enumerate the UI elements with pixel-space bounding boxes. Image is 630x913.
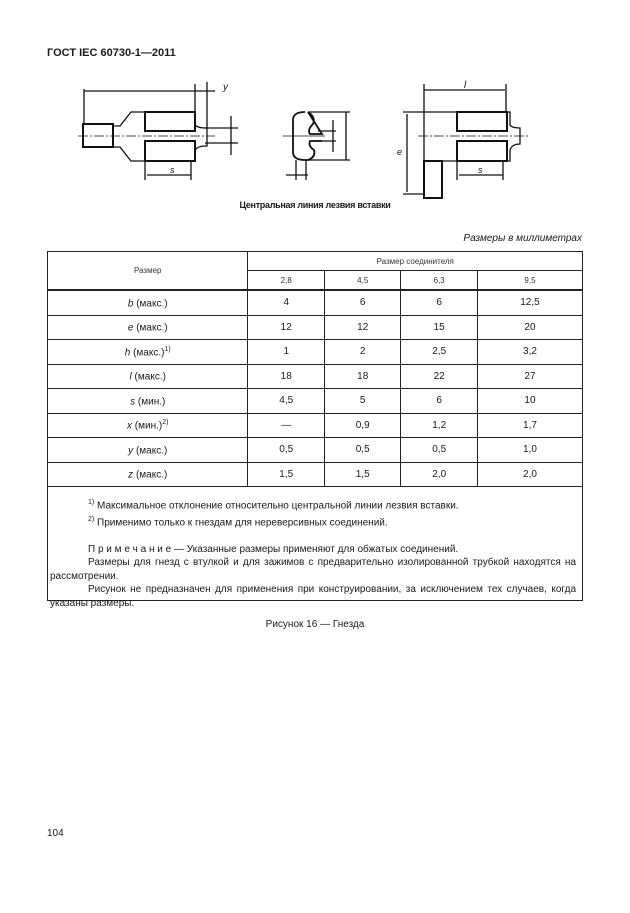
document-header: ГОСТ IEC 60730-1—2011 (47, 47, 176, 59)
table-row: s (мин.) 4,5 5 6 10 (46, 388, 584, 414)
group-header: Размер соединителя (247, 251, 583, 271)
table-cell: 2 (323, 339, 402, 365)
table-cell: 10 (476, 388, 584, 414)
table-cell: 20 (476, 314, 584, 340)
note-text: — Указанные размеры применяют для обжаты… (171, 543, 459, 555)
row-label: y (макс.) (46, 437, 249, 463)
dimension-symbol: z (128, 469, 134, 481)
table-cell: 22 (400, 363, 478, 389)
table-cell: 5 (323, 388, 402, 414)
table-row: z (макс.) 1,5 1,5 2,0 2,0 (46, 461, 584, 487)
table-cell: 27 (476, 363, 584, 389)
table-cell: 0,9 (323, 412, 402, 438)
table-row: b (макс.) 4 6 6 12,5 (46, 289, 584, 316)
table-cell: 1,5 (247, 461, 325, 487)
dimensions-table: Размер Размер соединителя 2,8 4,5 6,3 9,5 b… (46, 251, 584, 487)
size-header: 4,5 (323, 270, 402, 291)
footnote-mark: 1) (88, 499, 95, 506)
table-cell: 1 (247, 339, 325, 365)
dimension-qualifier: (мин.) (135, 395, 166, 407)
dim-label-s-right: s (478, 165, 483, 175)
dim-label-y: y (222, 82, 229, 93)
socket-front-view (283, 111, 350, 180)
table-cell: 2,5 (400, 339, 478, 365)
table-row: h (макс.)1) 1 2 2,5 3,2 (46, 339, 584, 365)
dimension-qualifier: (мин.) (132, 420, 163, 432)
size-header: 6,3 (400, 270, 478, 291)
table-cell: 2,0 (400, 461, 478, 487)
table-cell: 6 (400, 289, 478, 316)
table-cell: 12 (247, 314, 325, 340)
dimension-symbol: x (127, 420, 133, 432)
table-cell: 1,0 (476, 437, 584, 463)
units-note: Размеры в миллиметрах (463, 233, 582, 244)
table-cell: 18 (323, 363, 402, 389)
dimension-qualifier: (макс.) (133, 444, 168, 456)
table-cell: 0,5 (400, 437, 478, 463)
table-cell: 1,2 (400, 412, 478, 438)
table-cell: 4 (247, 289, 325, 316)
table-row: x (мин.)2) —0,9 1,2 1,7 (46, 412, 584, 438)
page-number: 104 (47, 828, 64, 839)
table-row: l (макс.) 18 18 22 27 (46, 363, 584, 389)
table-cell: 4,5 (247, 388, 325, 414)
socket-drawing: y s l e s (78, 80, 528, 199)
table-cell: 1,7 (476, 412, 584, 438)
footnote-2: Применимо только к гнездам для нереверси… (97, 517, 388, 529)
size-header: 2,8 (247, 270, 325, 291)
footnote-1: Максимальное отклонение относительно цен… (97, 500, 459, 512)
table-row: e (макс.) 12 12 15 20 (46, 314, 584, 340)
dimension-qualifier: (макс.) (133, 322, 168, 334)
size-header: 9,5 (476, 270, 584, 291)
row-label: e (макс.) (46, 314, 249, 340)
note-label: П р и м е ч а н и е (88, 543, 172, 555)
dim-label-e: e (397, 147, 402, 157)
note-paragraph-2: Размеры для гнезд с втулкой и для зажимо… (50, 557, 576, 582)
table-cell: 15 (400, 314, 478, 340)
footnote-ref: 1) (164, 345, 171, 353)
footnote-mark: 2) (88, 515, 95, 523)
row-label: l (макс.) (46, 363, 249, 389)
dimension-symbol: l (129, 371, 132, 383)
dim-label-s-left: s (170, 165, 175, 175)
dimension-symbol: h (124, 346, 131, 358)
table-cell: 1,5 (323, 461, 402, 487)
col-header-size: Размер (46, 251, 249, 291)
socket-side-view (78, 82, 238, 180)
table-row: y (макс.) 0,5 0,5 0,5 1,0 (46, 437, 584, 463)
row-label: h (макс.)1) (46, 339, 249, 365)
row-label: x (мин.)2) (46, 412, 249, 438)
dimension-symbol: e (127, 322, 134, 334)
dimension-qualifier: (макс.) (130, 346, 165, 358)
row-label: b (макс.) (46, 289, 249, 316)
row-label: z (макс.) (46, 461, 249, 487)
table-cell: 0,5 (323, 437, 402, 463)
figure-caption: Центральная линия лезвия вставки (239, 200, 391, 210)
dimension-qualifier: (макс.) (133, 469, 168, 481)
dimension-qualifier: (макс.) (131, 371, 166, 383)
table-cell: 6 (400, 388, 478, 414)
socket-top-view (403, 84, 528, 199)
table-cell: 3,2 (476, 339, 584, 365)
note-paragraph-3: Рисунок не предназначен для применения п… (50, 584, 576, 609)
table-cell: 12,5 (476, 289, 584, 316)
table-cell: 2,0 (476, 461, 584, 487)
table-cell: 0,5 (247, 437, 325, 463)
table-notes: 1) Максимальное отклонение относительно … (47, 485, 583, 609)
table-cell: 6 (323, 289, 402, 316)
dimension-qualifier: (макс.) (133, 297, 168, 309)
row-label: s (мин.) (46, 388, 249, 414)
table-cell: 12 (323, 314, 402, 340)
footnote-ref: 2) (162, 419, 169, 427)
dimension-symbol: y (128, 444, 134, 456)
table-cell: 18 (247, 363, 325, 389)
dim-label-l: l (464, 80, 467, 91)
figure-title: Рисунок 16 — Гнезда (265, 619, 365, 630)
table-cell: — (247, 412, 325, 438)
dimension-symbol: s (130, 395, 136, 407)
dimension-symbol: b (127, 297, 134, 309)
